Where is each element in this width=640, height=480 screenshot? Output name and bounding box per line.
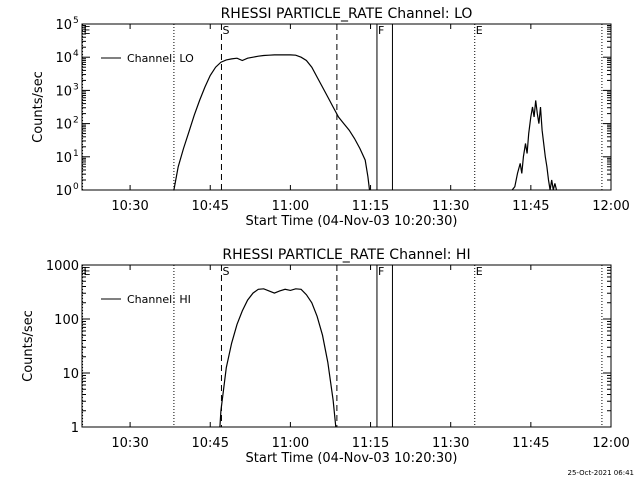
panel-2-y-tick-label: 1 bbox=[71, 421, 79, 436]
panel-1-y-tick-exponent: 2 bbox=[73, 116, 79, 126]
panel-1-y-tick-label: 10 bbox=[55, 51, 72, 66]
panel-1-y-tick-exponent: 0 bbox=[73, 182, 79, 192]
panel-1-y-tick-label: 10 bbox=[55, 84, 72, 99]
panel-2-marker-label: S bbox=[222, 265, 229, 278]
panel-1-marker-label: E bbox=[84, 24, 91, 37]
panel-2-y-tick-label: 10 bbox=[62, 367, 79, 382]
panel-2-x-tick-label: 11:00 bbox=[272, 436, 309, 451]
panel-1-title: RHESSI PARTICLE_RATE Channel: LO bbox=[221, 6, 473, 22]
panel-1-x-tick-label: 12:00 bbox=[592, 199, 629, 214]
panel-1-marker-label: S bbox=[222, 24, 229, 37]
panel-2-marker-label: E bbox=[476, 265, 483, 278]
panel-1-y-tick-label: 10 bbox=[55, 184, 72, 199]
panel-2-x-tick-label: 11:45 bbox=[512, 436, 549, 451]
panel-2-marker-label: F bbox=[378, 265, 384, 278]
panel-1-y-tick-label: 10 bbox=[55, 18, 72, 33]
panel-1-frame bbox=[81, 23, 612, 191]
panel-1-x-tick-label: 10:30 bbox=[111, 199, 148, 214]
panel-1-x-axis-label: Start Time (04-Nov-03 10:20:30) bbox=[246, 214, 458, 229]
panel-1-y-axis-label: Counts/sec bbox=[31, 71, 46, 143]
panel-1-marker-label: F bbox=[378, 24, 384, 37]
panel-2-x-tick-label: 11:15 bbox=[352, 436, 389, 451]
panel-2-x-tick-label: 12:00 bbox=[592, 436, 629, 451]
panel-1-x-tick-label: 11:00 bbox=[272, 199, 309, 214]
panel-2-x-axis-label: Start Time (04-Nov-03 10:20:30) bbox=[246, 451, 458, 466]
panel-1-x-tick-label: 10:45 bbox=[192, 199, 229, 214]
panel-1-y-tick-exponent: 3 bbox=[73, 82, 79, 92]
panel-1-y-tick-exponent: 4 bbox=[73, 49, 79, 59]
panel-1-y-tick-exponent: 1 bbox=[73, 149, 79, 159]
panel-2-x-tick-label: 10:45 bbox=[192, 436, 229, 451]
panel-1-x-tick-label: 11:45 bbox=[512, 199, 549, 214]
panel-1-y-tick-label: 10 bbox=[55, 151, 72, 166]
panel-2-y-axis-label: Counts/sec bbox=[21, 310, 36, 382]
panel-1-series-line-1 bbox=[173, 54, 371, 191]
panel-1-y-tick-exponent: 5 bbox=[73, 16, 79, 26]
panel-2-x-tick-label: 10:30 bbox=[111, 436, 148, 451]
render-timestamp: 25-Oct-2021 06:41 bbox=[567, 469, 634, 477]
panel-1-marker-label: E bbox=[476, 24, 483, 37]
panel-1-legend-label: Channel: LO bbox=[127, 52, 194, 65]
panel-2-series-line-1 bbox=[219, 288, 337, 428]
panel-1-y-tick-label: 10 bbox=[55, 118, 72, 133]
panel-2-marker-label: E bbox=[84, 265, 91, 278]
panel-2-title: RHESSI PARTICLE_RATE Channel: HI bbox=[222, 247, 470, 263]
panel-1-series-line-2 bbox=[511, 100, 558, 191]
panel-1-x-tick-label: 11:30 bbox=[432, 199, 469, 214]
panel-2-legend-label: Channel: HI bbox=[127, 293, 191, 306]
panel-2-y-tick-label: 100 bbox=[54, 313, 79, 328]
panel-2-y-tick-label: 1000 bbox=[46, 259, 79, 274]
panel-2-x-tick-label: 11:30 bbox=[432, 436, 469, 451]
panel-1-x-tick-label: 11:15 bbox=[352, 199, 389, 214]
panel-2-frame bbox=[81, 264, 612, 428]
